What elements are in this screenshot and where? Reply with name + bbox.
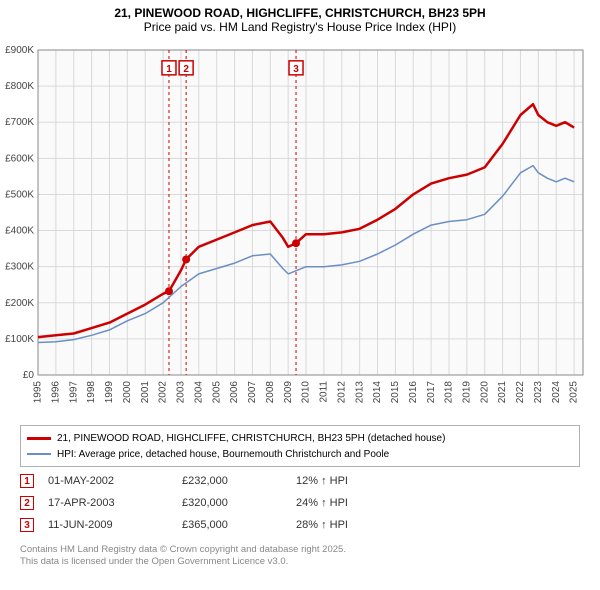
sale-date: 01-MAY-2002: [48, 475, 168, 487]
sale-price: £365,000: [182, 519, 282, 531]
svg-text:2020: 2020: [479, 381, 490, 404]
footer-line1: Contains HM Land Registry data © Crown c…: [20, 544, 346, 556]
svg-text:2003: 2003: [176, 381, 187, 404]
sale-date: 17-APR-2003: [48, 497, 168, 509]
svg-text:2002: 2002: [158, 381, 169, 404]
sale-marker-icon: 1: [20, 474, 34, 488]
legend-label-2: HPI: Average price, detached house, Bour…: [57, 449, 389, 460]
svg-text:2014: 2014: [372, 381, 383, 404]
svg-text:2021: 2021: [497, 381, 508, 404]
chart-svg: £0 £100K £200K £300K £400K £500K £600K £700K £80…: [0, 40, 600, 415]
svg-text:2004: 2004: [193, 381, 204, 404]
svg-text:2000: 2000: [122, 381, 133, 404]
svg-text:£100K: £100K: [5, 334, 34, 345]
legend-swatch-red: [27, 437, 51, 440]
sale-row: 3 11-JUN-2009 £365,000 28% ↑ HPI: [20, 514, 580, 536]
sale-row: 1 01-MAY-2002 £232,000 12% ↑ HPI: [20, 470, 580, 492]
svg-text:2015: 2015: [390, 381, 401, 404]
svg-text:£700K: £700K: [5, 117, 34, 128]
footer-line2: This data is licensed under the Open Gov…: [20, 556, 346, 568]
title-subtitle: Price paid vs. HM Land Registry's House …: [10, 20, 590, 34]
svg-text:2018: 2018: [444, 381, 455, 404]
svg-text:2001: 2001: [140, 381, 151, 404]
sale-pct: 12% ↑ HPI: [296, 475, 416, 487]
sale-pct: 28% ↑ HPI: [296, 519, 416, 531]
svg-text:1998: 1998: [86, 381, 97, 404]
sales-table: 1 01-MAY-2002 £232,000 12% ↑ HPI 2 17-AP…: [20, 470, 580, 536]
svg-text:2009: 2009: [283, 381, 294, 404]
svg-text:2013: 2013: [354, 381, 365, 404]
svg-text:2: 2: [183, 64, 189, 75]
svg-text:£200K: £200K: [5, 298, 34, 309]
svg-text:2025: 2025: [569, 381, 580, 404]
sale-row: 2 17-APR-2003 £320,000 24% ↑ HPI: [20, 492, 580, 514]
legend-label-1: 21, PINEWOOD ROAD, HIGHCLIFFE, CHRISTCHU…: [57, 433, 445, 444]
svg-text:2008: 2008: [265, 381, 276, 404]
svg-text:1997: 1997: [68, 381, 79, 404]
svg-text:2010: 2010: [301, 381, 312, 404]
footer: Contains HM Land Registry data © Crown c…: [20, 544, 346, 569]
svg-text:2012: 2012: [336, 381, 347, 404]
svg-text:1995: 1995: [33, 381, 44, 404]
svg-text:1999: 1999: [104, 381, 115, 404]
legend-row-2: HPI: Average price, detached house, Bour…: [27, 446, 573, 462]
svg-text:£600K: £600K: [5, 153, 34, 164]
svg-text:2007: 2007: [247, 381, 258, 404]
svg-text:2016: 2016: [408, 381, 419, 404]
svg-text:2011: 2011: [319, 381, 330, 403]
svg-text:2005: 2005: [211, 381, 222, 404]
sale-marker-icon: 3: [20, 518, 34, 532]
svg-text:3: 3: [293, 64, 299, 75]
legend-swatch-blue: [27, 453, 51, 455]
svg-text:£800K: £800K: [5, 81, 34, 92]
sale-price: £232,000: [182, 475, 282, 487]
title-address: 21, PINEWOOD ROAD, HIGHCLIFFE, CHRISTCHU…: [10, 6, 590, 20]
svg-text:2024: 2024: [551, 381, 562, 404]
sale-marker-icon: 2: [20, 496, 34, 510]
svg-text:2023: 2023: [533, 381, 544, 404]
svg-text:£300K: £300K: [5, 262, 34, 273]
sale-price: £320,000: [182, 497, 282, 509]
svg-text:£400K: £400K: [5, 226, 34, 237]
svg-text:£900K: £900K: [5, 45, 34, 56]
legend-row-1: 21, PINEWOOD ROAD, HIGHCLIFFE, CHRISTCHU…: [27, 430, 573, 446]
svg-text:£0: £0: [23, 370, 35, 381]
sale-pct: 24% ↑ HPI: [296, 497, 416, 509]
svg-text:1996: 1996: [51, 381, 62, 404]
svg-text:1: 1: [166, 64, 172, 75]
svg-text:2022: 2022: [515, 381, 526, 404]
chart-title-block: 21, PINEWOOD ROAD, HIGHCLIFFE, CHRISTCHU…: [0, 0, 600, 36]
svg-text:2017: 2017: [426, 381, 437, 404]
legend: 21, PINEWOOD ROAD, HIGHCLIFFE, CHRISTCHU…: [20, 425, 580, 467]
sale-date: 11-JUN-2009: [48, 519, 168, 531]
chart-area: £0 £100K £200K £300K £400K £500K £600K £700K £80…: [0, 40, 600, 415]
svg-text:£500K: £500K: [5, 189, 34, 200]
svg-text:2019: 2019: [461, 381, 472, 404]
svg-text:2006: 2006: [229, 381, 240, 404]
